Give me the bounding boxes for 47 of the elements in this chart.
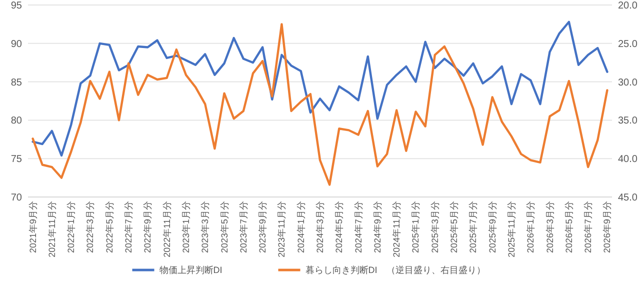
y2-tick-label: 20.0	[618, 0, 638, 12]
line-series	[32, 23, 608, 186]
x-tick-label: 2023年5月分	[219, 201, 230, 254]
y-tick-label: 90	[10, 38, 22, 50]
x-tick-label: 2022年1月分	[66, 201, 76, 254]
x-tick-label: 2025年1月分	[410, 201, 421, 254]
y2-tick-label: 25.0	[618, 38, 638, 50]
y-tick-label: 70	[10, 192, 22, 204]
x-tick-label: 2026年9月分	[602, 201, 612, 254]
y2-tick-label: 40.0	[618, 154, 638, 166]
x-tick-label: 2022年11月分	[162, 201, 172, 258]
x-tick-label: 2023年9月分	[258, 201, 268, 254]
x-tick-label: 2021年11月分	[46, 201, 57, 258]
x-tick-label: 2021年9月分	[28, 201, 38, 254]
y2-tick-label: 35.0	[618, 116, 638, 127]
x-tick-label: 2025年7月分	[468, 201, 478, 254]
x-tick-label: 2022年7月分	[124, 201, 134, 254]
x-tick-label: 2024年5月分	[334, 201, 344, 254]
x-tick-label: 2026年5月分	[564, 201, 574, 254]
x-tick-label: 2023年1月分	[180, 201, 191, 254]
x-tick-label: 2025年11月分	[506, 201, 516, 258]
x-tick-label: 2024年11月分	[392, 201, 402, 258]
x-tick-label: 2024年3月分	[315, 201, 325, 254]
x-tick-label: 2024年9月分	[372, 201, 382, 254]
x-tick-label: 2026年1月分	[526, 201, 536, 254]
y-tick-label: 85	[10, 77, 22, 88]
y2-tick-label: 30.0	[618, 77, 638, 88]
y-tick-label: 75	[10, 154, 22, 166]
legend-label: 物価上昇判断DI	[159, 265, 222, 276]
x-tick-label: 2026年7月分	[583, 201, 594, 254]
x-tick-label: 2025年5月分	[449, 201, 460, 254]
x-tick-label: 2023年11月分	[276, 201, 287, 258]
line-series	[32, 20, 608, 157]
x-tick-label: 2025年3月分	[430, 201, 440, 254]
y-tick-label: 80	[10, 116, 22, 127]
x-tick-label: 2023年7月分	[238, 201, 248, 254]
x-tick-label: 2023年3月分	[200, 201, 210, 254]
x-tick-label: 2026年3月分	[544, 201, 555, 254]
legend-label: 暮らし向き判断DI （逆目盛り、右目盛り）	[305, 265, 486, 276]
y2-tick-label: 45.0	[618, 192, 638, 204]
x-tick-label: 2022年5月分	[104, 201, 114, 254]
x-tick-label: 2024年1月分	[296, 201, 306, 254]
y-tick-label: 95	[10, 0, 22, 12]
x-tick-label: 2022年3月分	[85, 201, 96, 254]
x-tick-label: 2024年7月分	[353, 201, 364, 254]
x-tick-label: 2025年9月分	[487, 201, 498, 254]
x-tick-label: 2022年9月分	[142, 201, 153, 254]
